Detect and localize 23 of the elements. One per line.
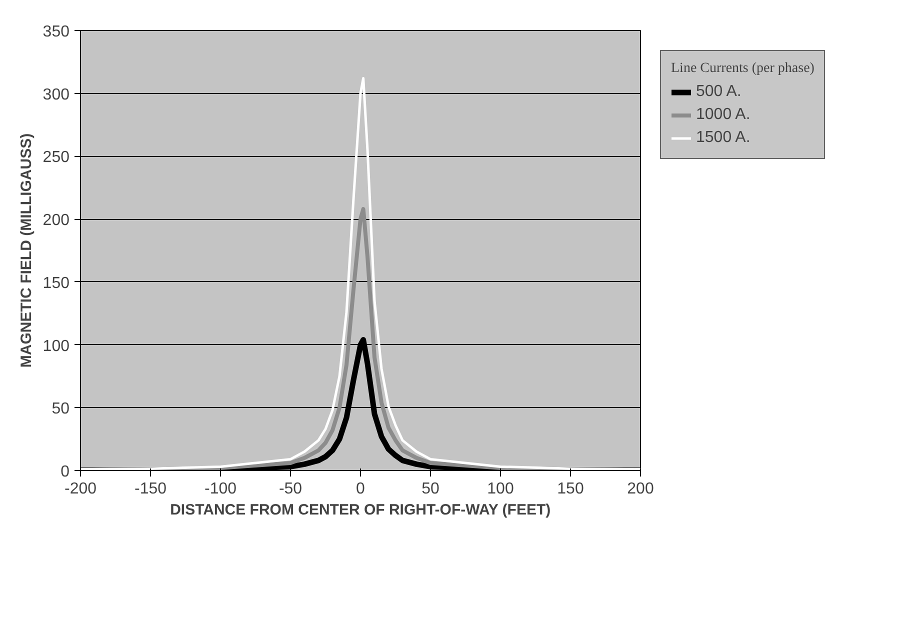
y-tick-label: 100: [42, 338, 70, 355]
x-tick-label: 50: [422, 480, 440, 498]
y-tick-label: 250: [42, 149, 70, 166]
y-tick-label: 200: [42, 212, 70, 230]
legend-label: 500 A.: [696, 83, 742, 101]
x-tick-label: -50: [278, 480, 302, 498]
x-axis-title: DISTANCE FROM CENTER OF RIGHT-OF-WAY (FEET): [170, 502, 551, 518]
x-tick-label: 0: [356, 480, 366, 498]
legend-title: Line Currents (per phase): [671, 61, 814, 77]
x-tick-label: 100: [487, 480, 514, 498]
x-tick-label: -150: [134, 480, 167, 498]
x-tick-label: -100: [204, 480, 237, 498]
y-tick-label: 150: [42, 274, 70, 292]
legend-label: 1500 A.: [696, 129, 750, 147]
x-tick-label: -200: [64, 480, 97, 498]
y-tick-label: 300: [42, 86, 70, 104]
y-tick-label: 0: [60, 464, 70, 480]
x-tick-label: 150: [557, 480, 584, 498]
y-axis-title: MAGNETIC FIELD (MILLIGAUSS): [18, 133, 35, 368]
y-tick-label: 50: [52, 400, 70, 418]
x-tick-label: 200: [627, 480, 654, 498]
legend-label: 1000 A.: [696, 106, 750, 124]
y-tick-label: 350: [42, 24, 70, 40]
